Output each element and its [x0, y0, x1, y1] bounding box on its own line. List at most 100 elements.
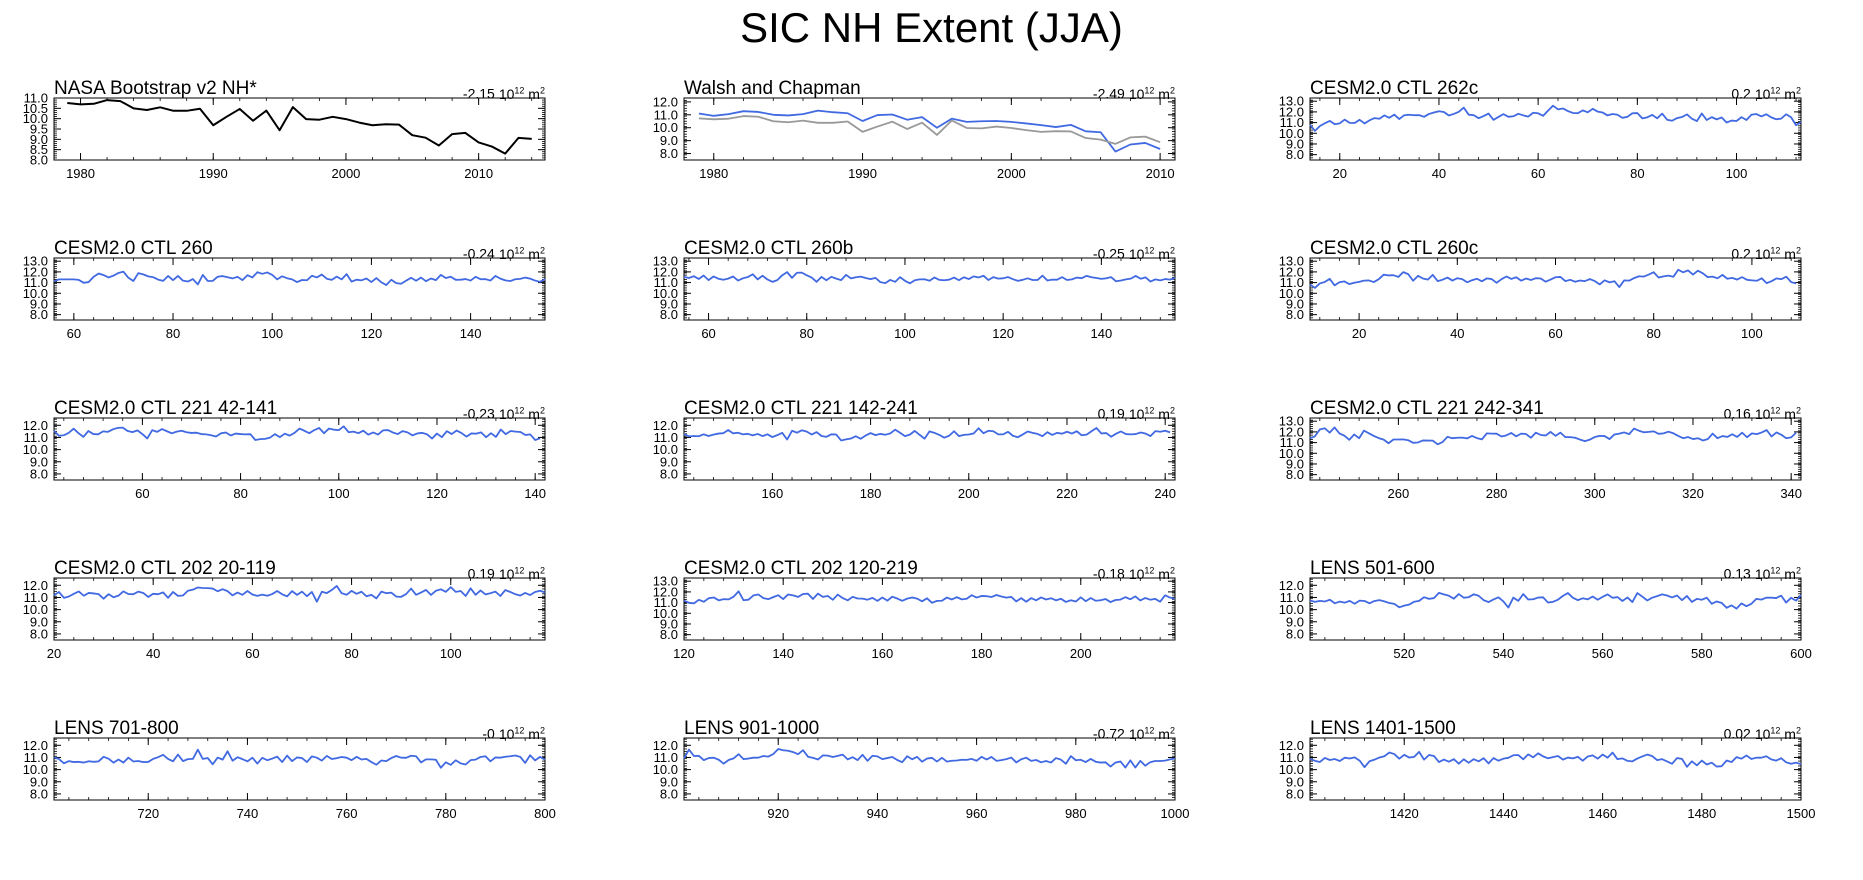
plot-frame	[1309, 257, 1802, 321]
plot-frame	[683, 577, 1176, 641]
panel-lens-901-1000: LENS 901-1000 -0.72 1012 m2 8.0 9.0 10.0 11.0 1…	[630, 718, 1190, 863]
plot-frame	[53, 577, 546, 641]
x-tick-label: 1000	[1161, 806, 1190, 821]
series-line	[683, 271, 1176, 285]
y-tick-label: 9.0	[30, 132, 48, 147]
y-tick-label: 10.0	[653, 762, 678, 777]
y-tick-label: 8.0	[660, 627, 678, 642]
panel-title: CESM2.0 CTL 202 20-119	[54, 558, 276, 579]
y-tick-label: 9.0	[1286, 456, 1304, 471]
plot-frame	[1309, 737, 1802, 801]
series-line	[53, 270, 546, 286]
y-tick-label: 8.0	[1286, 147, 1304, 162]
x-tick-label: 540	[1493, 646, 1515, 661]
x-tick-label: 1460	[1588, 806, 1617, 821]
y-tick-label: 10.0	[1279, 126, 1304, 141]
plot-frame	[53, 97, 546, 161]
series-line	[1309, 591, 1802, 610]
x-tick-label: 2000	[997, 166, 1026, 181]
y-tick-label: 8.0	[1286, 307, 1304, 322]
x-tick-label: 580	[1691, 646, 1713, 661]
y-tick-label: 12.0	[653, 264, 678, 279]
y-tick-label: 12.0	[1279, 424, 1304, 439]
x-tick-label: 920	[767, 806, 789, 821]
x-tick-label: 1440	[1489, 806, 1518, 821]
plot-area: 8.09.010.011.012.013.0 260 280 300 320 340	[1279, 414, 1802, 501]
y-tick-label: 10.0	[1279, 762, 1304, 777]
y-tick-label: 10.0	[653, 286, 678, 301]
plot-area: 8.09.010.011.012.013.0 60 80 100 120 140	[23, 254, 546, 341]
series-line	[53, 585, 546, 603]
y-tick-label: 13.0	[1279, 254, 1304, 269]
x-tick-label: 520	[1393, 646, 1415, 661]
y-tick-label: 8.0	[30, 307, 48, 322]
y-tick-label: 13.0	[1279, 94, 1304, 109]
panel-title: LENS 501-600	[1310, 558, 1435, 579]
x-tick-label: 40	[1450, 326, 1464, 341]
x-tick-label: 60	[67, 326, 81, 341]
y-tick-label: 12.0	[1279, 578, 1304, 593]
y-tick-label: 10.0	[653, 606, 678, 621]
x-tick-label: 340	[1780, 486, 1802, 501]
x-tick-label: 180	[860, 486, 882, 501]
x-tick-label: 80	[1630, 166, 1644, 181]
panel-ctl-202-120-219: CESM2.0 CTL 202 120-219 -0.18 1012 m2 8.0 9.…	[630, 558, 1190, 703]
x-tick-label: 2010	[1146, 166, 1175, 181]
y-tick-label: 10.0	[1279, 446, 1304, 461]
plot-area: 8.09.010.011.012.0 1980 1990 2000 2010	[653, 94, 1176, 181]
x-tick-label: 2000	[331, 166, 360, 181]
plot-area: 8.09.010.011.012.013.0 120 140 160 180 200	[653, 574, 1176, 661]
y-tick-label: 9.0	[30, 296, 48, 311]
x-tick-label: 80	[166, 326, 180, 341]
y-tick-label: 12.0	[1279, 104, 1304, 119]
y-tick-label: 8.0	[1286, 626, 1304, 641]
x-tick-label: 140	[524, 486, 546, 501]
y-tick-label: 9.0	[1286, 296, 1304, 311]
y-tick-label: 13.0	[23, 254, 48, 269]
plot-frame	[683, 257, 1176, 321]
y-tick-label: 11.0	[1280, 115, 1304, 130]
y-tick-label: 11.0	[24, 430, 48, 445]
panel-title: LENS 901-1000	[684, 718, 820, 739]
y-tick-label: 10.5	[23, 101, 48, 116]
y-tick-label: 11.0	[24, 275, 48, 290]
y-tick-label: 11.0	[654, 430, 678, 445]
panel-ctl-221-142-241: CESM2.0 CTL 221 142-241 0.19 1012 m2 8.0 9.0…	[630, 398, 1190, 543]
panel-ctl-260: CESM2.0 CTL 260 -0.24 1012 m2 8.0 9.0 10.0 11.…	[0, 238, 560, 383]
plot-frame	[683, 737, 1176, 801]
y-tick-label: 8.0	[30, 786, 48, 801]
plot-area: 8.09.010.011.012.013.0 20 40 60 80 100	[1279, 254, 1802, 341]
y-tick-label: 10.0	[23, 762, 48, 777]
y-tick-label: 10.0	[23, 602, 48, 617]
x-tick-label: 280	[1486, 486, 1508, 501]
plot-frame	[1309, 417, 1802, 481]
y-tick-label: 12.0	[23, 738, 48, 753]
y-tick-label: 10.0	[23, 442, 48, 457]
y-tick-label: 11.0	[654, 107, 678, 122]
x-tick-label: 60	[701, 326, 715, 341]
y-tick-label: 9.5	[30, 122, 48, 137]
x-tick-label: 140	[772, 646, 794, 661]
x-tick-label: 1420	[1390, 806, 1419, 821]
plot-area: 8.08.59.09.510.010.511.0 1980 1990 2000 2010	[23, 91, 546, 181]
y-tick-label: 11.0	[1280, 275, 1304, 290]
plot-area: 8.09.010.011.012.013.0 60 80 100 120 140	[653, 254, 1176, 341]
panel-title: LENS 1401-1500	[1310, 718, 1456, 739]
plot-frame	[53, 737, 546, 801]
x-tick-label: 980	[1065, 806, 1087, 821]
y-tick-label: 11.0	[24, 750, 48, 765]
y-tick-label: 10.0	[1279, 602, 1304, 617]
x-tick-label: 60	[1548, 326, 1562, 341]
x-tick-label: 1990	[848, 166, 877, 181]
y-tick-label: 9.0	[30, 454, 48, 469]
y-tick-label: 12.0	[653, 584, 678, 599]
panel-lens-1401-1500: LENS 1401-1500 0.02 1012 m2 8.0 9.0 10.0 11.0 1…	[1256, 718, 1816, 863]
x-tick-label: 2010	[464, 166, 493, 181]
x-tick-label: 100	[1726, 166, 1748, 181]
y-tick-label: 8.5	[30, 142, 48, 157]
x-tick-label: 300	[1584, 486, 1606, 501]
x-tick-label: 1980	[66, 166, 95, 181]
y-tick-label: 8.0	[30, 626, 48, 641]
panel-ctl-221-242-341: CESM2.0 CTL 221 242-341 0.16 1012 m2 8.0 9.0…	[1256, 398, 1816, 543]
plot-frame	[1309, 577, 1802, 641]
